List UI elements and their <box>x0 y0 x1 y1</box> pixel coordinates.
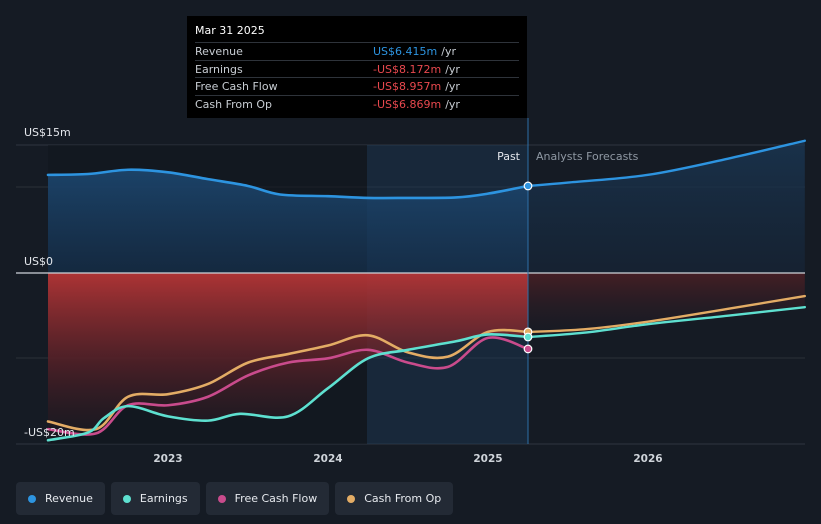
tooltip-label: Free Cash Flow <box>195 80 278 93</box>
legend-label: Revenue <box>45 492 93 505</box>
revenue-marker <box>523 181 533 191</box>
tooltip-unit: /yr <box>445 97 460 111</box>
earnings-line <box>46 333 530 442</box>
tooltip: Mar 31 2025 Revenue US$6.415m /yr Earnin… <box>187 16 527 118</box>
legend-dot-icon <box>217 494 226 503</box>
revenue-line <box>46 168 530 200</box>
past-label: Past <box>497 150 521 163</box>
tooltip-value: US$6.415m <box>373 45 438 58</box>
earnings-forecast-line <box>526 305 806 339</box>
tooltip-unit: /yr <box>445 80 460 93</box>
tooltip-label: Revenue <box>195 45 243 58</box>
tooltip-value: -US$8.957m <box>373 80 442 93</box>
tooltip-date: Mar 31 2025 <box>195 24 265 37</box>
legend-dot-icon <box>347 494 356 503</box>
tooltip-value: -US$8.172m <box>373 62 442 76</box>
legend-item-revenue[interactable]: Revenue <box>16 482 105 515</box>
forecast-label: Analysts Forecasts <box>536 150 639 163</box>
earnings-area <box>48 273 528 441</box>
legend-dot-icon <box>122 494 131 503</box>
tooltip-row-earnings: Earnings -US$8.172m /yr <box>195 59 519 78</box>
legend-item-cash-from-op[interactable]: Cash From Op <box>335 482 454 515</box>
cash-from-op-forecast-line <box>526 294 806 334</box>
earnings-marker <box>523 332 533 342</box>
legend-dot-icon <box>28 494 36 503</box>
x-tick-2023: 2023 <box>153 453 182 465</box>
y-label-bottom: -US$20m <box>24 426 75 439</box>
tooltip-row-cash-from-op: Cash From Op -US$6.869m /yr <box>195 94 519 113</box>
legend-item-free-cash-flow[interactable]: Free Cash Flow <box>205 482 330 515</box>
tooltip-unit: /yr <box>445 62 460 76</box>
legend-label: Cash From Op <box>364 492 442 505</box>
legend-label: Free Cash Flow <box>234 492 318 505</box>
revenue-area <box>48 169 528 273</box>
tooltip-label: Earnings <box>195 62 243 76</box>
tooltip-row-revenue: Revenue US$6.415m /yr <box>195 42 519 60</box>
legend: Revenue Earnings Free Cash Flow Cash Fro… <box>16 482 454 515</box>
x-tick-2026: 2026 <box>633 453 662 465</box>
y-label-top: US$15m <box>24 126 71 139</box>
tooltip-value: -US$6.869m <box>373 97 442 111</box>
x-tick-2024: 2024 <box>313 453 342 465</box>
tooltip-row-free-cash-flow: Free Cash Flow -US$8.957m /yr <box>195 77 519 95</box>
free-cash-flow-marker <box>523 344 533 354</box>
revenue-forecast-line <box>526 139 806 188</box>
tooltip-label: Cash From Op <box>195 97 273 111</box>
x-tick-2025: 2025 <box>473 453 502 465</box>
cash-from-op-line <box>46 328 530 432</box>
earnings-forecast-area <box>528 273 805 337</box>
y-label-zero: US$0 <box>24 255 53 268</box>
tooltip-unit: /yr <box>441 45 456 58</box>
legend-label: Earnings <box>139 492 188 505</box>
legend-item-earnings[interactable]: Earnings <box>110 482 200 515</box>
revenue-forecast-area <box>528 140 805 273</box>
